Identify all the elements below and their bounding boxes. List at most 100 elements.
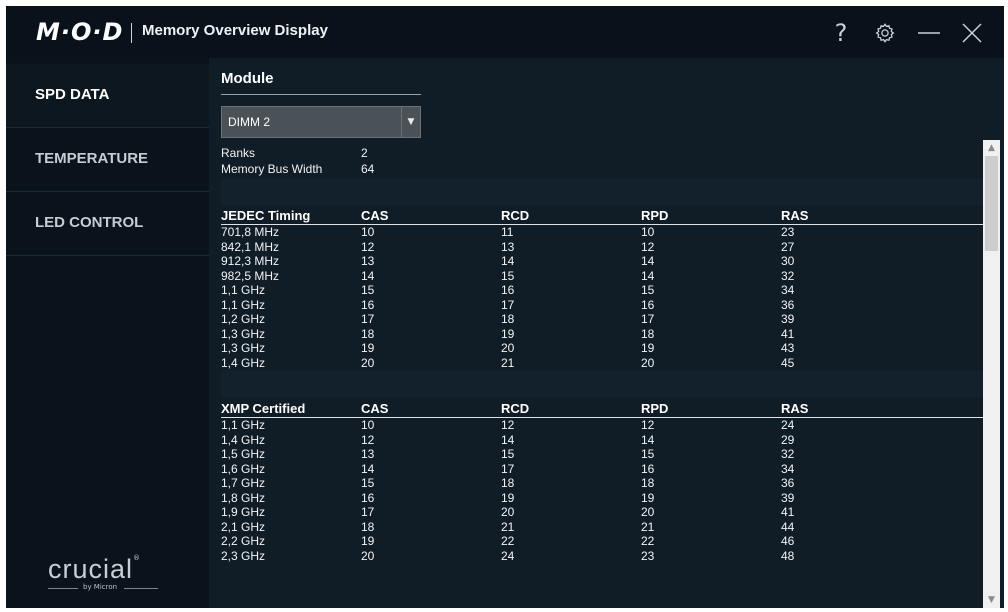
sidebar-item-spd-data[interactable]: SPD DATA xyxy=(6,64,209,128)
jedec-cell-ras: 41 xyxy=(781,326,795,341)
jedec-cell-rcd: 14 xyxy=(501,254,515,268)
close-icon[interactable] xyxy=(957,18,987,48)
xmp-cell-ras: 44 xyxy=(781,519,795,534)
xmp-cell-rpd: 19 xyxy=(641,490,655,505)
jedec-header-divider xyxy=(221,224,993,225)
sidebar-item-temperature[interactable]: TEMPERATURE xyxy=(6,128,209,192)
xmp-cell-frequency: 2,1 GHz xyxy=(221,519,266,534)
xmp-cell-rpd: 15 xyxy=(641,447,655,461)
xmp-header-divider xyxy=(221,417,993,418)
help-icon[interactable]: ? xyxy=(834,19,848,47)
xmp-rows: 1,1 GHz 10 12 12 24 1,4 GHz 12 14 14 29 1,5 GHz 13 1… xyxy=(221,418,993,563)
jedec-cell-cas: 10 xyxy=(361,225,375,239)
xmp-cell-ras: 39 xyxy=(781,490,795,505)
xmp-cell-cas: 10 xyxy=(361,418,375,432)
jedec-row: 1,4 GHz 20 21 20 45 xyxy=(221,356,993,371)
jedec-cell-rpd: 10 xyxy=(641,225,655,239)
xmp-cell-frequency: 1,1 GHz xyxy=(221,418,266,432)
xmp-cell-cas: 15 xyxy=(361,476,375,490)
xmp-cell-rpd: 23 xyxy=(641,548,655,563)
xmp-row: 1,1 GHz 10 12 12 24 xyxy=(221,418,993,433)
xmp-header-rpd: RPD xyxy=(641,401,669,416)
xmp-header-certified: XMP Certified xyxy=(221,401,306,416)
jedec-cell-frequency: 842,1 MHz xyxy=(221,239,280,254)
jedec-cell-rcd: 19 xyxy=(501,326,515,341)
jedec-cell-cas: 15 xyxy=(361,283,375,297)
brand-name: crucial xyxy=(48,554,134,584)
jedec-cell-rpd: 20 xyxy=(641,355,655,370)
jedec-cell-cas: 16 xyxy=(361,297,375,312)
xmp-cell-ras: 46 xyxy=(781,534,795,548)
sidebar-item-label: LED CONTROL xyxy=(35,214,144,231)
xmp-cell-rcd: 24 xyxy=(501,548,515,563)
xmp-cell-rcd: 14 xyxy=(501,432,515,447)
xmp-cell-rcd: 19 xyxy=(501,490,515,505)
minimize-icon[interactable] xyxy=(914,18,944,48)
chevron-down-icon[interactable]: ▼ xyxy=(401,107,420,137)
vertical-scrollbar[interactable]: ▲ ▼ xyxy=(983,140,1000,608)
xmp-row: 1,6 GHz 14 17 16 34 xyxy=(221,462,993,477)
xmp-cell-rcd: 22 xyxy=(501,534,515,548)
module-select[interactable]: DIMM 2 ▼ xyxy=(221,106,421,138)
jedec-cell-frequency: 701,8 MHz xyxy=(221,225,280,239)
bus-width-value: 64 xyxy=(361,162,375,176)
xmp-cell-frequency: 1,6 GHz xyxy=(221,461,266,476)
xmp-cell-ras: 29 xyxy=(781,432,795,447)
xmp-row: 2,3 GHz 20 24 23 48 xyxy=(221,549,993,564)
jedec-rows: 701,8 MHz 10 11 10 23 842,1 MHz 12 13 12 27 912,3 … xyxy=(221,225,993,370)
xmp-row: 1,8 GHz 16 19 19 39 xyxy=(221,491,993,506)
jedec-row: 982,5 MHz 14 15 14 32 xyxy=(221,269,993,284)
brand-rule-left xyxy=(48,588,78,589)
xmp-row: 1,9 GHz 17 20 20 41 xyxy=(221,505,993,520)
jedec-cell-ras: 43 xyxy=(781,341,795,355)
brand-trademark: ® xyxy=(133,554,141,562)
xmp-row: 1,4 GHz 12 14 14 29 xyxy=(221,433,993,448)
module-underline xyxy=(221,94,421,95)
xmp-header-cas: CAS xyxy=(361,401,389,416)
xmp-cell-rpd: 14 xyxy=(641,432,655,447)
xmp-cell-cas: 13 xyxy=(361,447,375,461)
jedec-cell-ras: 36 xyxy=(781,297,795,312)
jedec-cell-cas: 17 xyxy=(361,312,375,326)
gear-icon[interactable] xyxy=(870,18,900,48)
jedec-cell-frequency: 1,2 GHz xyxy=(221,312,266,326)
app-window: M·O·D Memory Overview Display ? SPD DATA… xyxy=(6,6,1004,608)
ranks-label: Ranks xyxy=(221,146,256,160)
jedec-cell-cas: 20 xyxy=(361,355,375,370)
xmp-cell-ras: 34 xyxy=(781,461,795,476)
jedec-cell-rcd: 20 xyxy=(501,341,515,355)
brand-rule-right xyxy=(124,588,158,589)
jedec-cell-rcd: 21 xyxy=(501,355,515,370)
sidebar: SPD DATA TEMPERATURE LED CONTROL crucial… xyxy=(6,58,209,608)
jedec-cell-frequency: 982,5 MHz xyxy=(221,268,280,283)
xmp-cell-frequency: 2,3 GHz xyxy=(221,548,266,563)
jedec-cell-rcd: 15 xyxy=(501,268,515,283)
jedec-cell-ras: 27 xyxy=(781,239,795,254)
scrollbar-thumb[interactable] xyxy=(985,156,998,251)
jedec-cell-rpd: 17 xyxy=(641,312,655,326)
xmp-cell-cas: 18 xyxy=(361,519,375,534)
xmp-cell-ras: 36 xyxy=(781,476,795,490)
title-bar: M·O·D Memory Overview Display ? xyxy=(6,6,1004,58)
xmp-cell-cas: 14 xyxy=(361,461,375,476)
scroll-up-icon[interactable]: ▲ xyxy=(988,143,995,153)
jedec-cell-rpd: 16 xyxy=(641,297,655,312)
xmp-cell-rcd: 17 xyxy=(501,461,515,476)
ranks-value: 2 xyxy=(361,146,368,160)
xmp-cell-rpd: 20 xyxy=(641,505,655,519)
xmp-cell-cas: 17 xyxy=(361,505,375,519)
xmp-cell-frequency: 1,9 GHz xyxy=(221,505,266,519)
module-select-value: DIMM 2 xyxy=(228,115,270,129)
mod-logo: M·O·D xyxy=(36,18,124,46)
sidebar-item-led-control[interactable]: LED CONTROL xyxy=(6,192,209,256)
xmp-cell-cas: 19 xyxy=(361,534,375,548)
xmp-cell-ras: 48 xyxy=(781,548,795,563)
jedec-cell-cas: 13 xyxy=(361,254,375,268)
xmp-cell-rcd: 15 xyxy=(501,447,515,461)
jedec-row: 1,3 GHz 18 19 18 41 xyxy=(221,327,993,342)
app-title: Memory Overview Display xyxy=(142,22,328,39)
scroll-down-icon[interactable]: ▼ xyxy=(988,595,995,605)
xmp-cell-frequency: 1,5 GHz xyxy=(221,447,266,461)
jedec-header-row: JEDEC Timing CAS RCD RPD RAS xyxy=(221,208,993,223)
xmp-cell-cas: 20 xyxy=(361,548,375,563)
